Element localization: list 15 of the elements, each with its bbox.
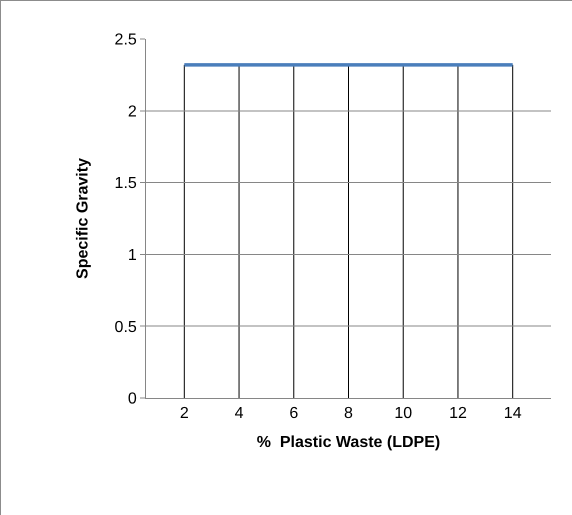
y-tick-label: 1.5 [114,175,137,192]
x-tick-label: 14 [504,405,522,422]
x-tick-label: 12 [449,405,467,422]
y-tick-label: 0 [128,390,137,408]
y-axis-title: Specific Gravity [74,158,92,279]
x-tick-label: 8 [344,405,354,422]
x-axis-title: % Plastic Waste (LDPE) [256,434,440,451]
y-tick-label: 2 [128,103,137,120]
x-tick-label: 2 [180,405,189,422]
y-tick-label: 0.5 [114,318,137,336]
x-tick-label: 4 [234,405,244,422]
x-tick-label: 6 [289,405,298,422]
y-tick-label: 2.5 [114,32,137,49]
y-tick-label: 1 [128,247,137,264]
x-tick-label: 10 [394,405,412,422]
